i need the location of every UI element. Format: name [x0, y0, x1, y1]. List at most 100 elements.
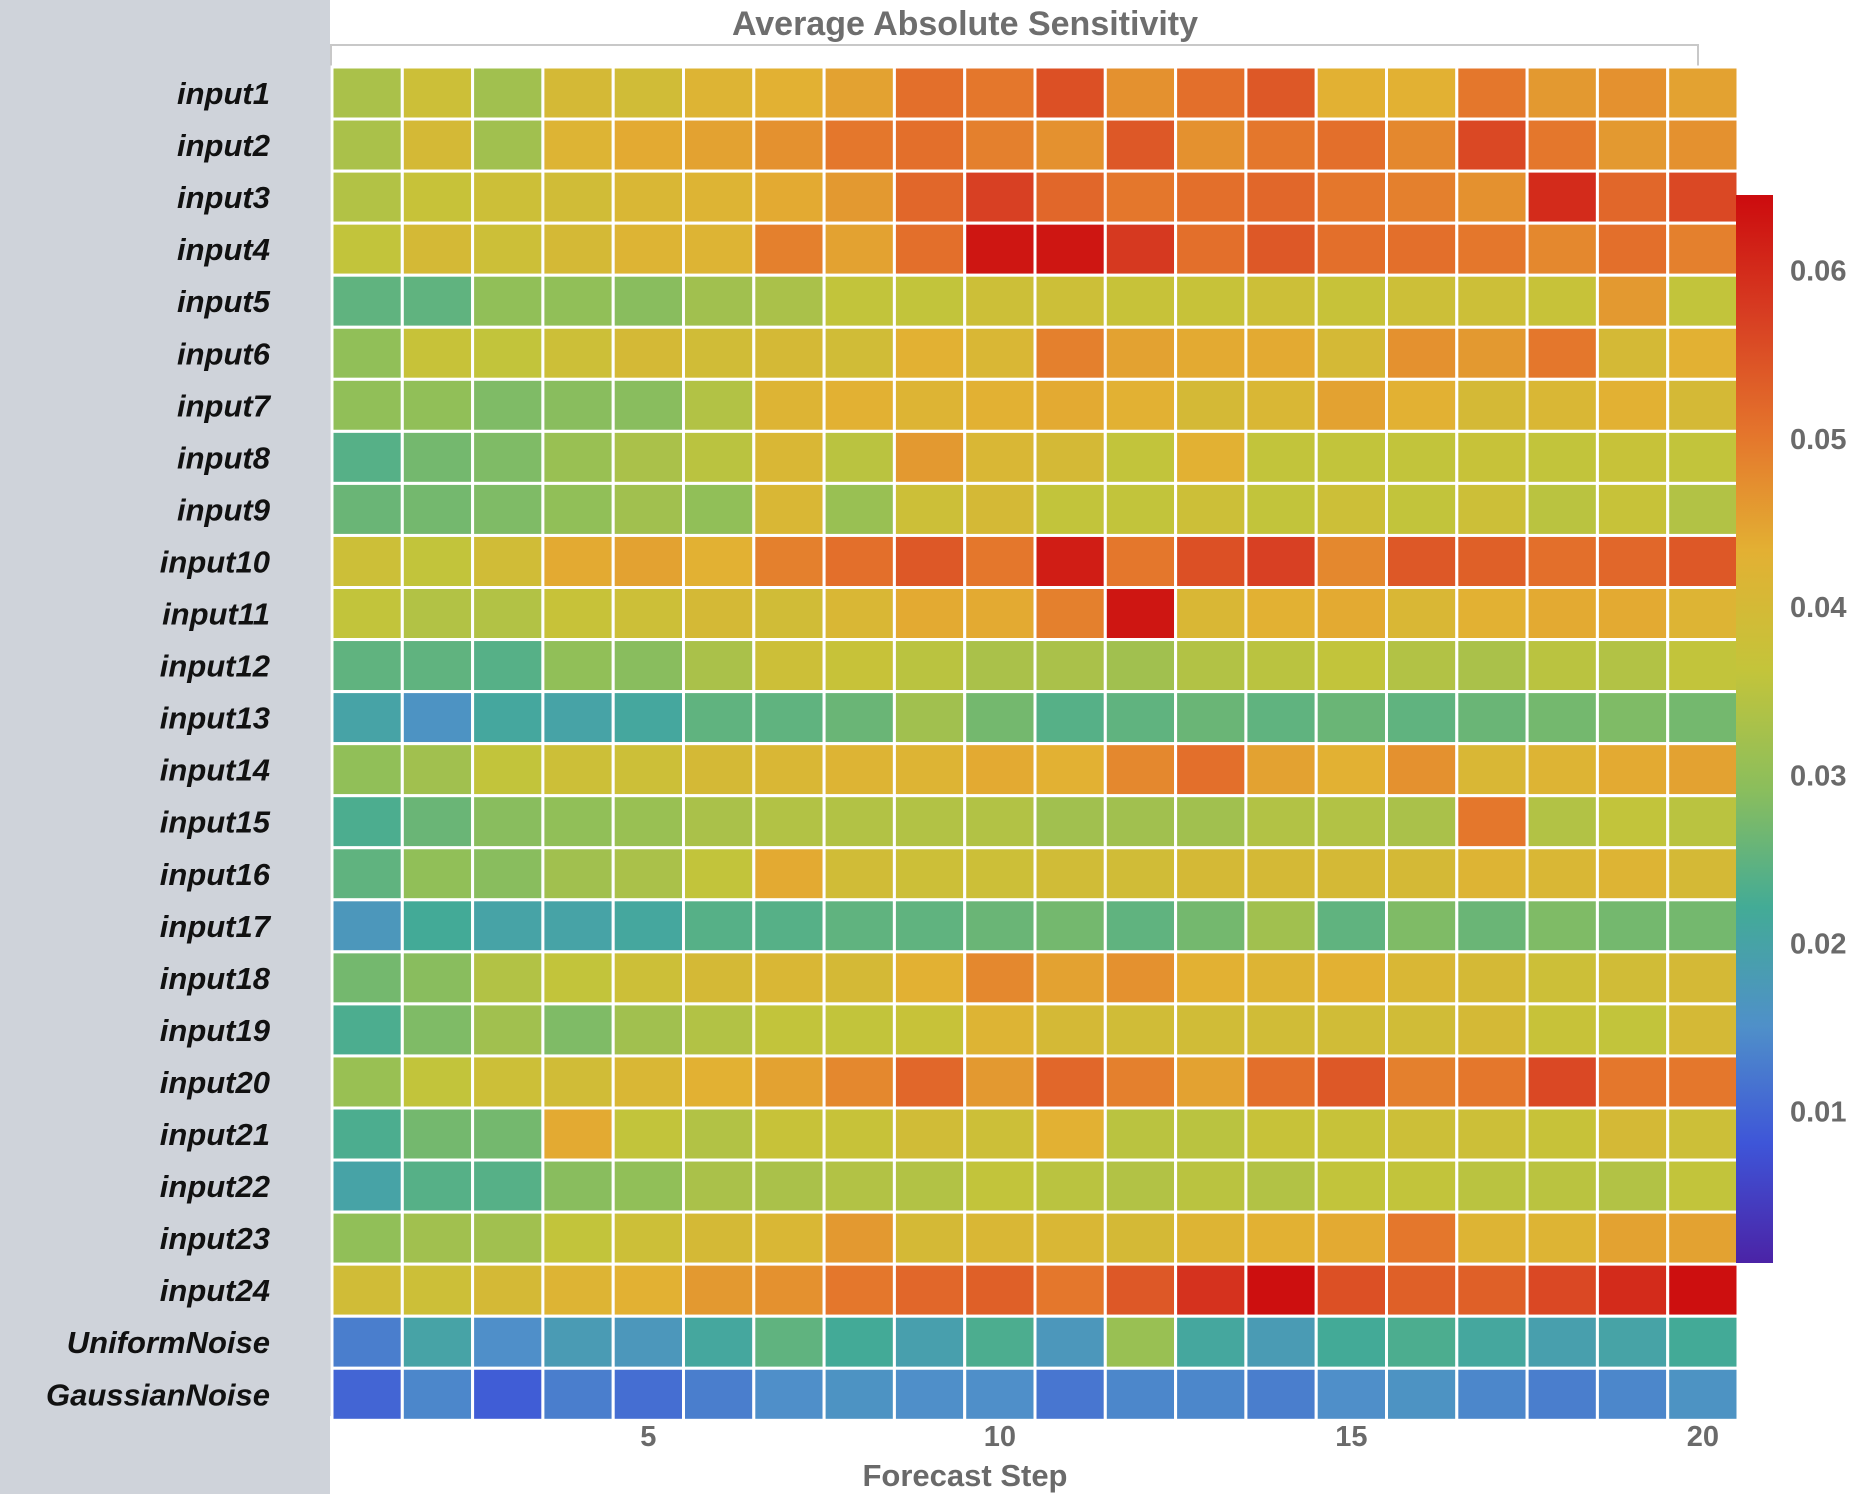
- heatmap-cell: [1595, 65, 1670, 121]
- heatmap-cell: [1666, 1106, 1740, 1162]
- heatmap-cell: [1595, 898, 1670, 954]
- heatmap-cell: [1174, 950, 1248, 1006]
- heatmap-cell: [1455, 898, 1529, 954]
- heatmap-cell: [1103, 794, 1178, 850]
- heatmap-cell: [682, 1054, 756, 1110]
- heatmap-cell: [400, 1366, 475, 1422]
- heatmap-cell: [1525, 1054, 1599, 1110]
- heatmap-cell: [1666, 273, 1740, 329]
- heatmap-cell: [1455, 117, 1529, 173]
- heatmap-cell: [682, 273, 756, 329]
- heatmap-cell: [1033, 325, 1107, 381]
- heatmap-cell: [682, 481, 756, 537]
- heatmap-cell: [1174, 638, 1248, 694]
- heatmap-cell: [1033, 846, 1107, 902]
- heatmap-cell: [963, 377, 1037, 433]
- row-label: input9: [177, 492, 271, 527]
- heatmap-cell: [1595, 169, 1670, 225]
- heatmap-cell: [752, 377, 826, 433]
- heatmap-cell: [1525, 950, 1599, 1006]
- heatmap-cell: [1666, 1158, 1740, 1214]
- heatmap-cell: [611, 1054, 686, 1110]
- heatmap-cell: [1033, 1314, 1107, 1370]
- heatmap-cell: [330, 117, 404, 173]
- heatmap-cell: [822, 1054, 896, 1110]
- row-label: input1: [177, 76, 270, 111]
- heatmap-cell: [1103, 533, 1178, 590]
- heatmap-cell: [611, 794, 686, 850]
- heatmap-cell: [1666, 221, 1740, 277]
- heatmap-cell: [682, 586, 756, 642]
- heatmap-cell: [892, 1158, 967, 1214]
- heatmap-cell: [1103, 325, 1178, 381]
- heatmap-cell: [963, 690, 1037, 746]
- heatmap-cell: [541, 429, 615, 485]
- heatmap-cell: [1455, 221, 1529, 277]
- heatmap-cell: [752, 65, 826, 121]
- heatmap-cell: [892, 169, 967, 225]
- heatmap-cell: [1033, 794, 1107, 850]
- heatmap-cell: [752, 1366, 826, 1422]
- heatmap-cell: [1595, 1262, 1670, 1318]
- heatmap-cell: [1666, 586, 1740, 642]
- heatmap-cell: [330, 794, 404, 850]
- x-tick-labels: 5 10 15 20: [640, 1421, 1719, 1453]
- heatmap-cell: [611, 481, 686, 537]
- x-tick-label: 5: [640, 1421, 656, 1453]
- heatmap-cell: [1033, 169, 1107, 225]
- heatmap-cell: [682, 117, 756, 173]
- heatmap-cell: [1103, 586, 1178, 642]
- row-labels: input1 input2 input3 input4 input5 input6 inpu…: [46, 76, 272, 1412]
- heatmap-cell: [682, 533, 756, 590]
- heatmap-cell: [541, 1054, 615, 1110]
- heatmap-cell: [752, 1054, 826, 1110]
- heatmap-cell: [963, 586, 1037, 642]
- row-label: input23: [160, 1221, 270, 1256]
- heatmap-cell: [1314, 169, 1388, 225]
- heatmap-cell: [1385, 1210, 1459, 1266]
- row-label-panel: [0, 0, 330, 1494]
- heatmap-cell: [1174, 1054, 1248, 1110]
- heatmap-cell: [1244, 117, 1318, 173]
- heatmap-cell: [1455, 1158, 1529, 1214]
- heatmap-cell: [1174, 846, 1248, 902]
- row-label: input10: [160, 544, 270, 579]
- heatmap-cell: [822, 325, 896, 381]
- heatmap-cell: [1666, 794, 1740, 850]
- heatmap-cell: [471, 325, 545, 381]
- heatmap-cell: [1666, 898, 1740, 954]
- heatmap-cell: [1666, 429, 1740, 485]
- heatmap-cell: [1385, 481, 1459, 537]
- heatmap-cell: [1244, 429, 1318, 485]
- heatmap-cell: [330, 377, 404, 433]
- heatmap-cell: [1455, 325, 1529, 381]
- heatmap-cell: [1455, 742, 1529, 798]
- heatmap-cell: [963, 481, 1037, 537]
- heatmap-cell: [471, 1314, 545, 1370]
- heatmap-cell: [400, 794, 475, 850]
- colorbar-tick-labels: 0.06 0.05 0.04 0.03 0.02 0.01: [1790, 256, 1846, 1129]
- heatmap-cell: [822, 117, 896, 173]
- heatmap-cell: [1666, 1314, 1740, 1370]
- heatmap-cell: [1455, 1366, 1529, 1422]
- heatmap-cell: [963, 1054, 1037, 1110]
- heatmap-cell: [611, 898, 686, 954]
- heatmap-cell: [1244, 898, 1318, 954]
- heatmap-cell: [400, 846, 475, 902]
- heatmap-cell: [1103, 1262, 1178, 1318]
- heatmap-cell: [1525, 1262, 1599, 1318]
- heatmap-cell: [892, 1366, 967, 1422]
- heatmap-cell: [611, 1314, 686, 1370]
- heatmap-cell: [1103, 846, 1178, 902]
- heatmap-cell: [1244, 533, 1318, 590]
- row-label: input7: [177, 388, 272, 423]
- heatmap-cell: [1314, 533, 1388, 590]
- heatmap-cell: [1174, 117, 1248, 173]
- row-label: input6: [177, 336, 271, 371]
- row-label: input21: [160, 1117, 270, 1152]
- heatmap-cell: [1595, 794, 1670, 850]
- heatmap-cell: [541, 221, 615, 277]
- heatmap-cell: [330, 273, 404, 329]
- heatmap-cell: [963, 1210, 1037, 1266]
